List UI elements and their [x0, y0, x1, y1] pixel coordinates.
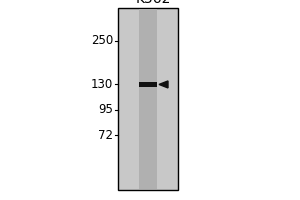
Text: 95: 95 [98, 103, 113, 116]
Bar [139, 82, 157, 87]
Text: 250: 250 [91, 34, 113, 47]
Polygon shape [159, 81, 168, 88]
Bar [139, 9, 157, 189]
Text: K562: K562 [135, 0, 171, 6]
Text: 130: 130 [91, 78, 113, 91]
Text: 72: 72 [98, 129, 113, 142]
Bar [118, 8, 178, 190]
